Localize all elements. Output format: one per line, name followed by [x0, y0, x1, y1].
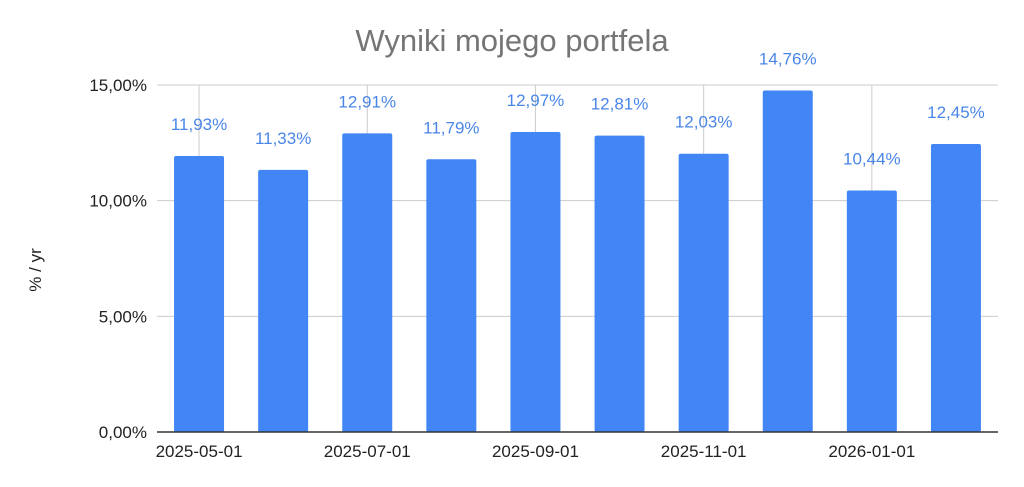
x-tick-label: 2025-09-01 [492, 442, 579, 461]
data-label: 10,44% [843, 149, 901, 168]
bar-2025-11-01 [678, 153, 729, 432]
bar-2025-05-01 [174, 156, 225, 432]
bar-2026-01-01 [846, 190, 897, 432]
data-label: 12,03% [675, 113, 733, 132]
data-label: 11,93% [171, 115, 227, 134]
data-labels: 11,93% 11,33% 12,91% 11,79% 12,97% 12,81% 12,0… [171, 50, 985, 169]
chart-title: Wyniki mojego portfela [355, 23, 669, 58]
x-tick-label: 2026-01-01 [828, 442, 915, 461]
bars [174, 90, 981, 433]
bar-2025-08-01 [426, 159, 477, 432]
y-tick-label: 0,00% [99, 423, 147, 442]
x-tick-label: 2025-07-01 [324, 442, 411, 461]
x-tick-label: 2025-11-01 [661, 442, 747, 461]
bar-2025-10-01 [594, 135, 645, 433]
data-label: 14,76% [759, 50, 817, 69]
x-tick-labels: 2025-05-01 2025-07-01 2025-09-01 2025-11-01… [156, 442, 916, 461]
bar-2025-12-01 [762, 90, 813, 432]
data-label: 11,33% [255, 129, 311, 148]
data-label: 11,79% [423, 118, 479, 137]
data-label: 12,45% [927, 103, 985, 122]
bar-2026-02-01 [930, 143, 981, 433]
x-tick-label: 2025-05-01 [156, 442, 243, 461]
data-label: 12,97% [507, 91, 565, 110]
bar-2025-09-01 [510, 131, 561, 432]
y-axis-label: % / yr [26, 248, 45, 292]
data-label: 12,81% [591, 95, 649, 114]
data-label: 12,91% [338, 92, 396, 111]
y-tick-label: 5,00% [99, 307, 147, 326]
y-tick-label: 15,00% [89, 76, 147, 95]
y-tick-label: 10,00% [89, 192, 147, 211]
y-tick-labels: 0,00% 5,00% 10,00% 15,00% [89, 76, 147, 442]
bar-2025-06-01 [258, 169, 309, 432]
bar-2025-07-01 [342, 133, 393, 432]
